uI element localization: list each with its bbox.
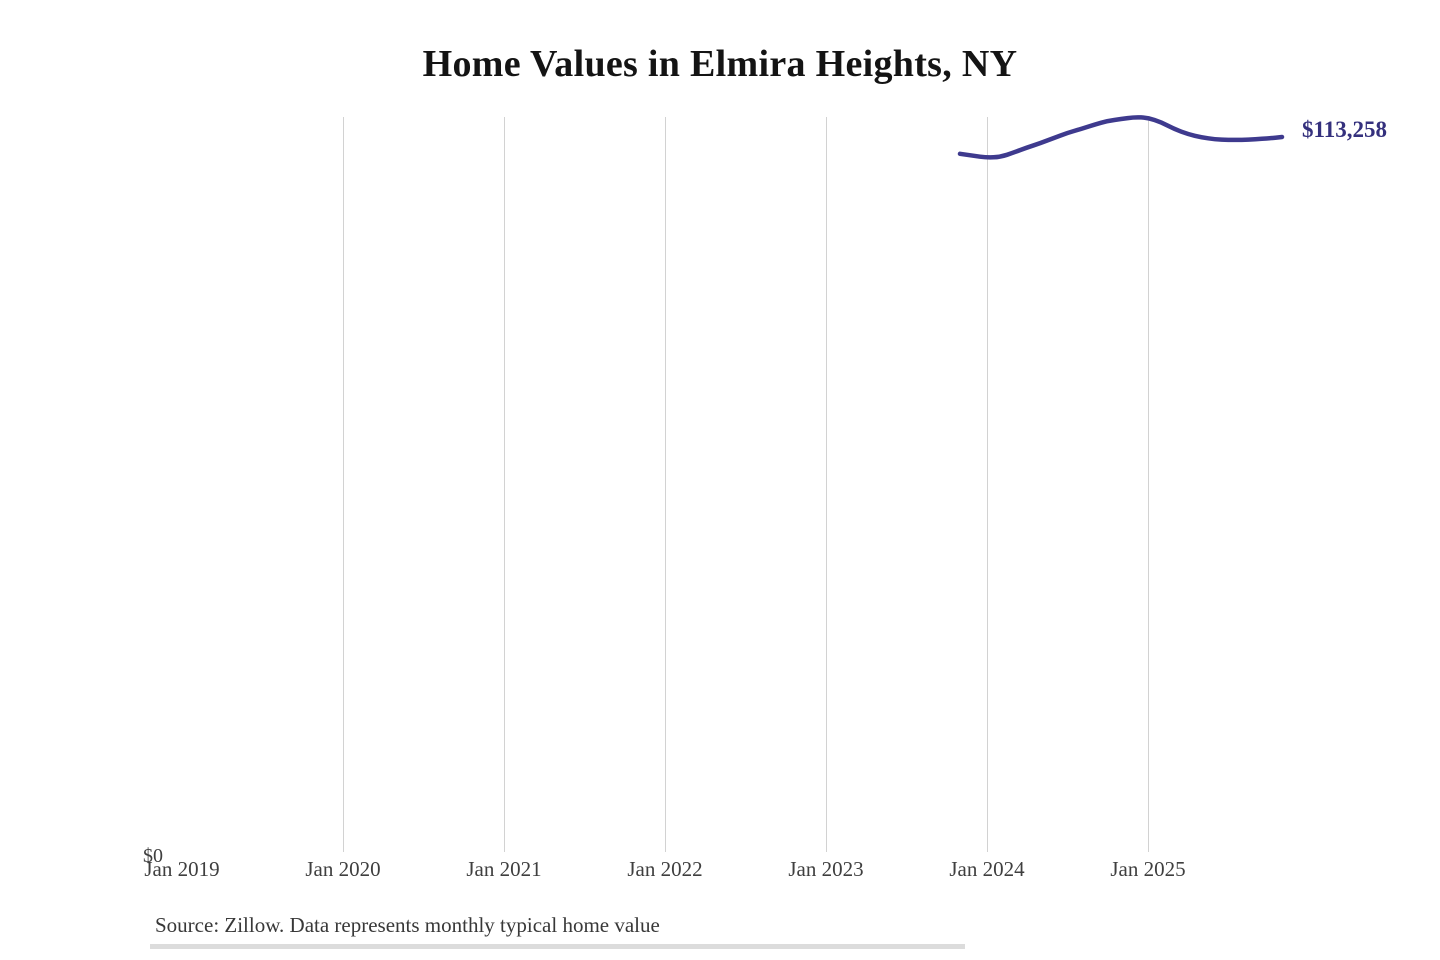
x-axis-tick-label: Jan 2021	[466, 857, 542, 881]
vertical-gridline	[826, 117, 827, 852]
source-note: Source: Zillow. Data represents monthly …	[155, 913, 660, 937]
y-axis-zero-label: $0	[143, 845, 163, 867]
x-axis-tick-label: Jan 2019	[144, 857, 220, 881]
vertical-gridline	[504, 117, 505, 852]
cutoff-text-strip	[150, 944, 965, 949]
vertical-gridline	[987, 117, 988, 852]
latest-value-label: $113,258	[1302, 117, 1387, 142]
x-axis-tick-label: Jan 2022	[627, 857, 703, 881]
chart-title: Home Values in Elmira Heights, NY	[422, 43, 1018, 85]
vertical-gridline	[1148, 117, 1149, 852]
x-axis-tick-label: Jan 2024	[949, 857, 1025, 881]
vertical-gridline	[343, 117, 344, 852]
x-axis-tick-label: Jan 2023	[788, 857, 864, 881]
home-value-line	[957, 115, 1285, 160]
x-axis-tick-label: Jan 2025	[1110, 857, 1186, 881]
x-axis-tick-label: Jan 2020	[305, 857, 381, 881]
vertical-gridline	[665, 117, 666, 852]
